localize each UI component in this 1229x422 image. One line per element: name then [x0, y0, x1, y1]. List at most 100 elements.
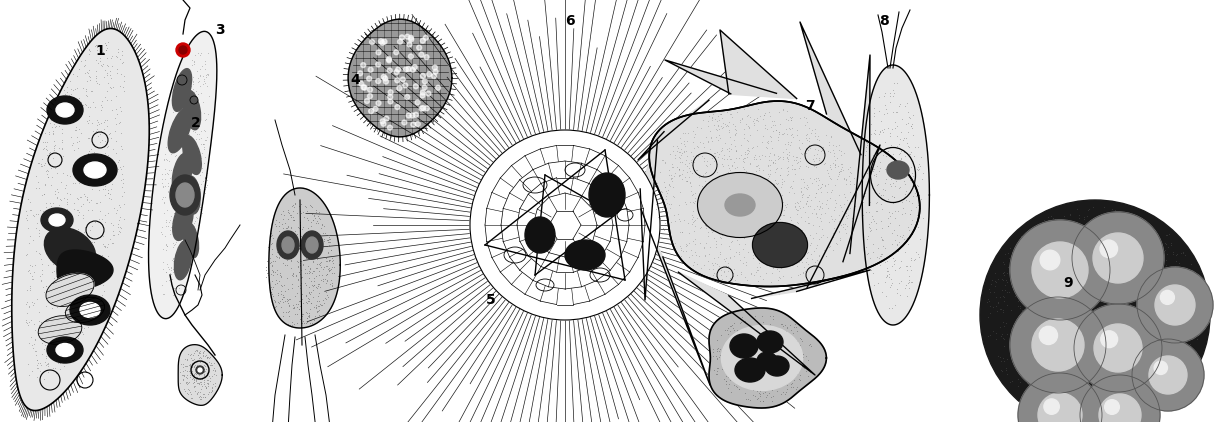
Point: [65, 286, 85, 293]
Point: [93, 171, 113, 178]
Point: [1043, 214, 1063, 221]
Point: [1077, 362, 1096, 368]
Point: [297, 319, 317, 325]
Point: [57, 249, 76, 255]
Point: [176, 221, 195, 228]
Point: [54, 278, 74, 285]
Point: [712, 266, 731, 273]
Point: [1088, 408, 1107, 414]
Point: [993, 309, 1013, 316]
Point: [763, 205, 783, 212]
Point: [913, 214, 933, 221]
Point: [1102, 392, 1122, 398]
Point: [160, 216, 179, 223]
Point: [1122, 318, 1142, 325]
Point: [175, 388, 194, 395]
Point: [293, 240, 312, 246]
Point: [986, 283, 1005, 290]
Point: [698, 233, 718, 239]
Point: [806, 189, 826, 196]
Circle shape: [420, 106, 425, 111]
Point: [112, 145, 132, 152]
Point: [290, 284, 310, 291]
Point: [1160, 367, 1180, 374]
Point: [734, 370, 753, 377]
Point: [1174, 368, 1193, 375]
Point: [715, 327, 735, 334]
Point: [1115, 378, 1134, 384]
Point: [822, 133, 842, 140]
Point: [1008, 315, 1027, 322]
Point: [756, 379, 775, 385]
Point: [832, 208, 852, 214]
Point: [1048, 395, 1068, 402]
Point: [1095, 344, 1115, 351]
Point: [168, 275, 188, 282]
Point: [842, 197, 862, 204]
Point: [84, 165, 103, 172]
Point: [809, 186, 828, 192]
Point: [756, 201, 775, 208]
Point: [999, 263, 1019, 270]
Point: [1156, 365, 1176, 372]
Point: [775, 391, 795, 398]
Point: [181, 374, 200, 381]
Point: [1040, 270, 1059, 276]
Point: [92, 281, 112, 288]
Ellipse shape: [752, 222, 807, 268]
Point: [773, 181, 793, 187]
Point: [1041, 266, 1061, 273]
Point: [887, 241, 907, 247]
Point: [1128, 378, 1148, 384]
Point: [787, 153, 806, 160]
Point: [262, 239, 281, 246]
Point: [752, 139, 772, 146]
Point: [880, 305, 900, 312]
Point: [263, 269, 283, 276]
Point: [814, 161, 833, 168]
Ellipse shape: [168, 107, 192, 153]
Point: [735, 170, 755, 176]
Point: [98, 189, 118, 196]
Point: [803, 126, 822, 133]
Point: [279, 231, 299, 238]
Point: [1000, 245, 1020, 252]
Point: [37, 143, 57, 150]
Point: [720, 327, 740, 334]
Point: [1052, 254, 1072, 261]
Point: [871, 206, 891, 212]
Point: [720, 349, 740, 355]
Point: [49, 253, 69, 260]
Point: [27, 362, 47, 369]
Point: [53, 312, 73, 319]
Point: [278, 286, 297, 293]
Point: [1141, 400, 1160, 407]
Point: [718, 121, 737, 128]
Point: [1079, 417, 1099, 422]
Point: [712, 235, 731, 242]
Point: [865, 131, 885, 138]
Point: [1111, 324, 1131, 331]
Point: [662, 184, 682, 190]
Point: [654, 156, 673, 163]
Point: [779, 188, 799, 195]
Point: [42, 305, 61, 311]
Point: [997, 320, 1016, 327]
Point: [286, 238, 306, 244]
Point: [869, 190, 889, 197]
Circle shape: [410, 122, 415, 127]
Point: [988, 352, 1008, 359]
Point: [1125, 363, 1144, 370]
Point: [1137, 351, 1156, 358]
Point: [1161, 241, 1181, 248]
Point: [992, 367, 1011, 374]
Point: [183, 230, 203, 237]
Point: [699, 197, 719, 204]
Point: [784, 256, 804, 262]
Point: [33, 284, 53, 290]
Point: [1048, 283, 1068, 290]
Point: [1054, 312, 1074, 319]
Point: [41, 225, 60, 232]
Point: [21, 207, 41, 214]
Polygon shape: [178, 345, 222, 406]
